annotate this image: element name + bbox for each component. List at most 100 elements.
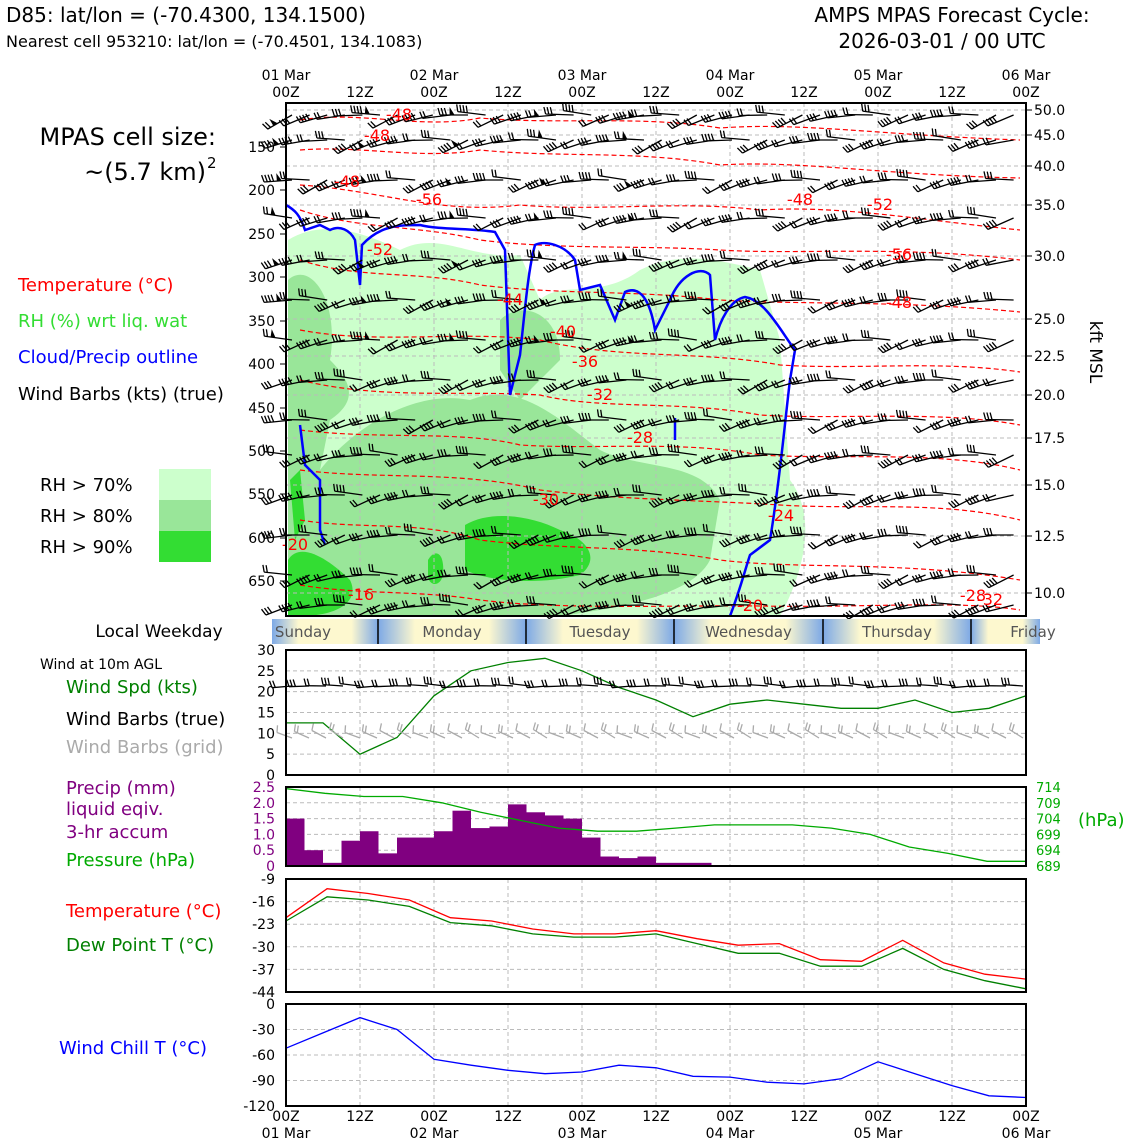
- wind-barb: [752, 725, 769, 739]
- bottom-hour-tick: 12Z: [938, 1109, 965, 1125]
- wind-barb: [700, 113, 733, 123]
- wind-barb: [754, 604, 786, 618]
- wind-barb: [789, 339, 821, 352]
- panel-ytick: 2.5: [253, 780, 275, 796]
- wind-speed-legend: Wind Spd (kts): [66, 677, 198, 698]
- wind-barb: [560, 415, 592, 425]
- wind-barb: [349, 139, 381, 152]
- wind-barb-flag: [627, 335, 635, 344]
- wind-barb: [420, 250, 451, 261]
- wind-barb: [735, 178, 768, 188]
- wind-barb: [861, 103, 891, 116]
- wind-barb: [820, 725, 837, 739]
- top-hour-tick: 00Z: [864, 85, 891, 101]
- wind-barb: [595, 114, 627, 124]
- wind-barb: [736, 139, 768, 154]
- wind-barb: [367, 217, 398, 233]
- wind-barb-flag: [450, 260, 459, 268]
- wind-barb-flag: [537, 129, 543, 139]
- wind-barb: [472, 293, 504, 302]
- wind-barb: [561, 329, 592, 341]
- weekday-label: Sunday: [275, 623, 331, 641]
- wind-barb: [824, 179, 856, 191]
- precip-bar: [434, 831, 453, 866]
- precip-bar: [304, 850, 323, 866]
- wind-barb: [612, 572, 645, 583]
- wind-barb: [332, 139, 363, 155]
- wind-barb: [543, 106, 574, 116]
- wind-barb: [684, 411, 715, 421]
- wind-barb: [973, 724, 990, 739]
- wind-barb: [507, 252, 539, 261]
- wind-barb: [806, 132, 838, 141]
- wind-barb: [700, 374, 733, 383]
- wind-barb: [735, 298, 768, 309]
- wind-barb: [491, 289, 521, 301]
- wind-barb: [613, 372, 645, 381]
- wind-barb-flag: [270, 206, 276, 216]
- wind-barb: [700, 454, 733, 465]
- wind-barb: [991, 723, 1007, 739]
- wind-barb: [643, 678, 667, 687]
- wind-barb-flag: [627, 213, 634, 221]
- wind-barb: [295, 216, 328, 227]
- wind-barb: [489, 601, 521, 611]
- wind-barb: [471, 604, 504, 614]
- wind-barb: [947, 532, 979, 543]
- wind-barb: [314, 597, 345, 606]
- wind-barb: [983, 574, 1014, 589]
- wind-barb: [278, 492, 310, 502]
- wind-barb: [825, 249, 856, 261]
- wind-barb: [859, 259, 891, 271]
- wind-barb: [665, 414, 697, 424]
- wind-barb: [771, 413, 803, 423]
- wind-barb: [964, 379, 997, 390]
- pressure-ytick: 714: [1036, 781, 1061, 796]
- wind-barb: [548, 725, 565, 739]
- pressure-axis: 150 200 250 300 350 400 450 500 550 600 650: [248, 140, 286, 590]
- precip-bar: [323, 862, 342, 866]
- panel-ytick: 2.0: [253, 796, 275, 812]
- wind-barb: [754, 566, 785, 576]
- wind-barb: [933, 676, 956, 687]
- wind-barb: [507, 215, 539, 225]
- precip-bar: [582, 837, 601, 866]
- bottom-hour-tick: 00Z: [420, 1109, 447, 1125]
- weekday-label: Tuesday: [568, 623, 630, 641]
- kft-tick: 25.0: [1034, 312, 1065, 328]
- wind-barb: [912, 419, 944, 434]
- wind-barb: [260, 379, 293, 390]
- wind-barb: [260, 494, 293, 506]
- panel-ytick: 0: [266, 997, 275, 1013]
- wind-barb: [964, 174, 997, 183]
- wind-barb: [877, 172, 909, 181]
- wind-barb: [930, 595, 961, 606]
- temperature-contour: [299, 184, 1021, 231]
- wind-barb: [807, 179, 838, 194]
- legend-rh70: RH > 70%: [40, 475, 133, 496]
- wind-barb: [613, 419, 645, 433]
- top-hour-tick: 12Z: [346, 85, 373, 101]
- cell-size-text: ~(5.7 km): [84, 158, 206, 186]
- wind-barb-flag: [449, 210, 455, 219]
- temperature-label: -52: [867, 195, 893, 214]
- wind-barb: [491, 169, 521, 181]
- wind-barb: [894, 255, 926, 264]
- wind-barb: [366, 259, 398, 269]
- wind-barb: [420, 596, 451, 606]
- wind-barb: [401, 338, 433, 349]
- pressure-ytick: 704: [1036, 813, 1061, 828]
- panel-ytick: 0.5: [253, 843, 275, 859]
- wind-barb: [396, 722, 412, 739]
- wind-barb: [806, 338, 838, 348]
- wind-barb: [595, 600, 627, 610]
- wind-barb: [772, 114, 803, 129]
- wind-barb: [684, 170, 715, 181]
- bottom-date-tick: 05 Mar: [854, 1126, 903, 1140]
- wind-barb: [295, 339, 328, 350]
- wind-barb: [649, 105, 680, 116]
- temperature-label: -32: [977, 590, 1003, 609]
- wind-barb-flag: [360, 295, 367, 304]
- wind-barb: [331, 334, 363, 343]
- wind-barb: [859, 175, 891, 184]
